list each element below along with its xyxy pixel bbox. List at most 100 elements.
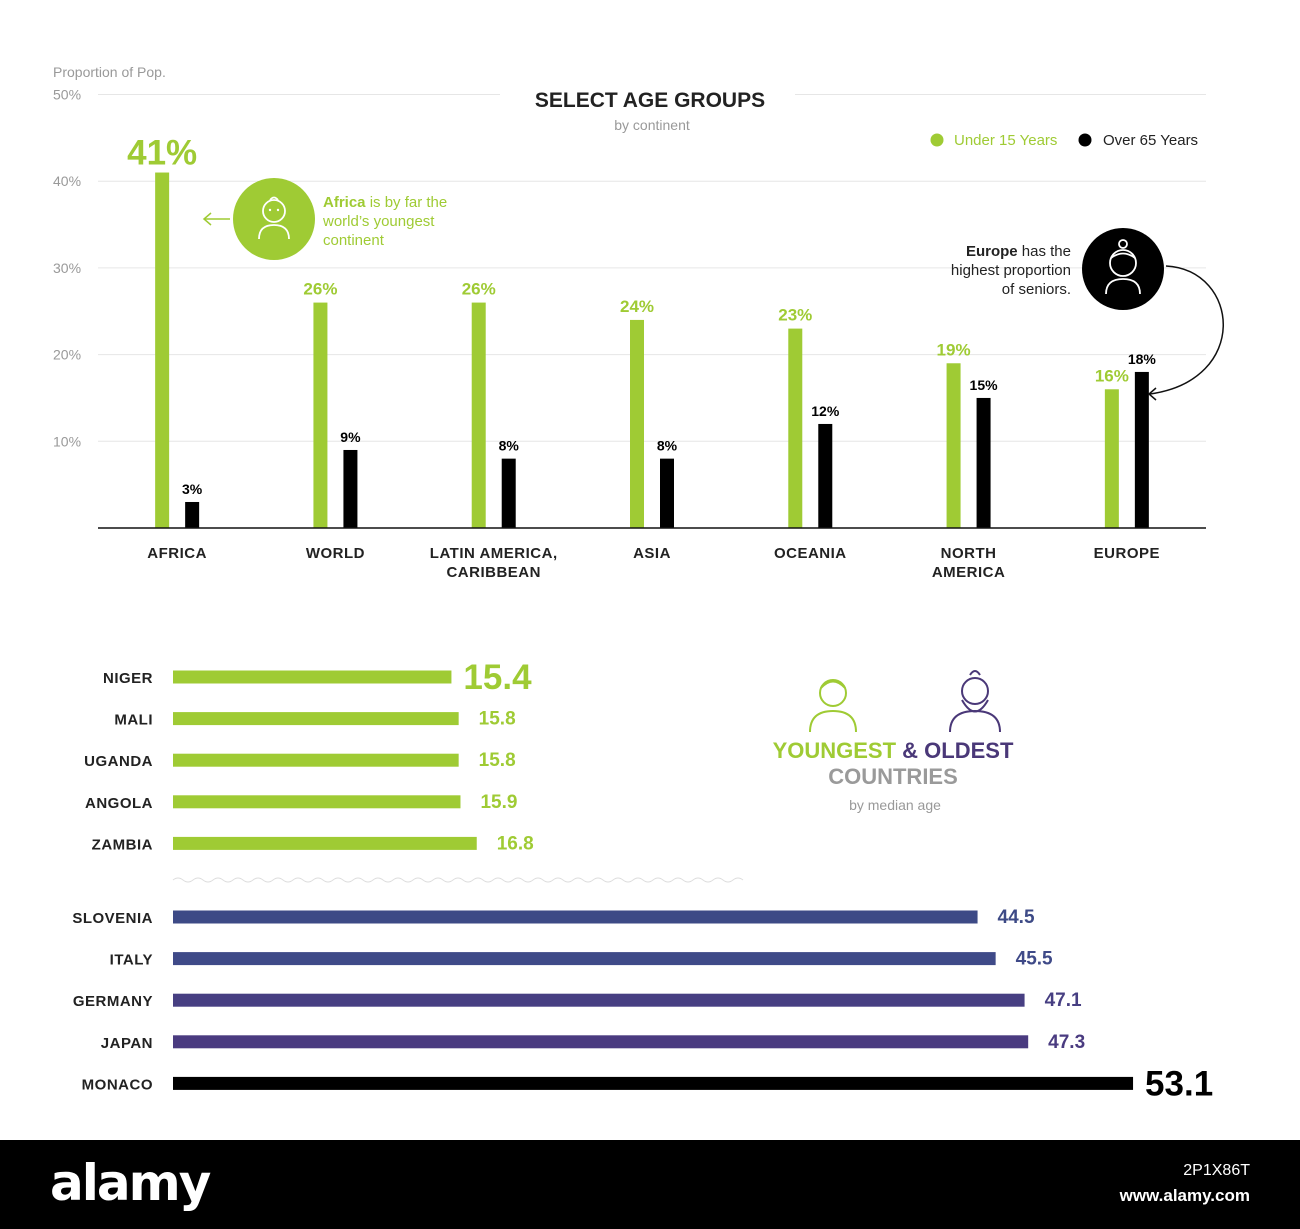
country-label: NIGER: [103, 670, 153, 687]
bar-over-65: [660, 458, 674, 528]
bar-over-65: [185, 501, 200, 528]
value-label: 15.4: [463, 658, 532, 697]
baby-icon: [233, 178, 315, 260]
country-label: MONACO: [82, 1076, 153, 1093]
grandmother-icon: [1082, 228, 1164, 310]
h-bar: [173, 1035, 1029, 1049]
bar-under-15: [155, 172, 170, 528]
y-tick-label: 20%: [53, 347, 81, 363]
annotation-europe-text: Europe has the: [966, 243, 1071, 260]
data-label-under-15: 24%: [620, 297, 654, 316]
h-bar: [173, 993, 1025, 1007]
bar-over-65: [501, 458, 516, 528]
data-label-under-15: 26%: [462, 280, 496, 299]
annotation-europe-text: of seniors.: [1002, 281, 1071, 298]
legend-label-under-15: Under 15 Years: [954, 132, 1057, 149]
image-id: 2P1X86T: [1183, 1162, 1250, 1179]
x-tick-label: OCEANIA: [774, 545, 847, 562]
break-separator: [172, 877, 744, 883]
data-label-over-65: 18%: [1128, 351, 1157, 367]
y-tick-label: 50%: [53, 87, 81, 103]
annotation-africa-text: Africa is by far the: [323, 194, 447, 211]
annotation-europe-text: highest proportion: [951, 262, 1071, 279]
chart2-title-line2: COUNTRIES: [828, 764, 958, 789]
data-label-over-65: 15%: [970, 377, 999, 393]
country-label: MALI: [114, 712, 153, 729]
value-label: 53.1: [1145, 1064, 1213, 1103]
bar-under-15: [788, 328, 803, 528]
y-tick-label: 30%: [53, 260, 81, 276]
h-bar: [173, 1076, 1134, 1090]
bar-over-65: [976, 397, 991, 528]
country-label: GERMANY: [73, 993, 153, 1010]
h-bar: [173, 836, 477, 850]
h-bar: [173, 712, 459, 726]
h-bar: [173, 795, 461, 809]
country-label: ANGOLA: [85, 795, 153, 812]
data-label-over-65: 9%: [340, 429, 361, 445]
value-label: 45.5: [1016, 949, 1053, 970]
annotation-africa-text: world’s youngest: [322, 213, 435, 230]
bar-under-15: [1104, 389, 1119, 528]
footer-bar: alamy 2P1X86T www.alamy.com: [0, 1140, 1300, 1229]
x-tick-label: CARIBBEAN: [446, 564, 541, 581]
y-tick-label: 10%: [53, 433, 81, 449]
x-tick-label: ASIA: [633, 545, 671, 562]
country-label: JAPAN: [101, 1035, 153, 1052]
country-label: ITALY: [110, 952, 153, 969]
value-label: 16.8: [497, 833, 534, 854]
chart2-subtitle: by median age: [849, 797, 941, 813]
x-tick-label: AMERICA: [932, 564, 1006, 581]
data-label-over-65: 8%: [499, 438, 520, 454]
y-axis-label: Proportion of Pop.: [53, 64, 166, 80]
data-label-under-15: 23%: [778, 306, 812, 325]
h-bar: [173, 910, 978, 924]
h-bar: [173, 753, 459, 767]
h-bar: [173, 952, 996, 966]
old-person-icon: [949, 670, 1001, 733]
bar-under-15: [946, 363, 961, 528]
country-label: UGANDA: [84, 753, 153, 770]
x-tick-label: WORLD: [306, 545, 365, 562]
bar-under-15: [471, 302, 486, 528]
bar-under-15: [313, 302, 328, 528]
alamy-logo[interactable]: alamy: [50, 1154, 211, 1212]
annotation-arrowhead: [202, 212, 212, 226]
value-label: 47.3: [1048, 1032, 1085, 1053]
value-label: 15.9: [480, 792, 517, 813]
bar-over-65: [818, 423, 833, 528]
legend-swatch-over-65: [1078, 133, 1092, 147]
infographic-canvas: 50% 40% 30% 20% 10% Proportion of Pop. SELECT …: [53, 64, 1224, 1103]
annotation-africa-text: continent: [323, 232, 385, 249]
x-tick-label: NORTH: [941, 545, 997, 562]
bar-over-65: [1134, 371, 1149, 528]
chart-subtitle: by continent: [614, 117, 690, 133]
legend-label-over-65: Over 65 Years: [1103, 132, 1198, 149]
x-tick-label: LATIN AMERICA,: [430, 545, 558, 562]
value-label: 47.1: [1045, 990, 1082, 1011]
x-tick-label: EUROPE: [1094, 545, 1160, 562]
country-label: ZAMBIA: [92, 836, 153, 853]
country-label: SLOVENIA: [72, 910, 153, 927]
data-label-under-15: 16%: [1095, 366, 1129, 385]
data-label-under-15: 19%: [937, 340, 971, 359]
value-label: 15.8: [479, 750, 516, 771]
bar-under-15: [630, 319, 644, 528]
chart-title: SELECT AGE GROUPS: [535, 89, 765, 112]
annotation-arrowhead: [1147, 387, 1157, 401]
data-label-under-15: 26%: [303, 280, 337, 299]
annotation-arrow: [1149, 265, 1224, 395]
y-tick-label: 40%: [53, 173, 81, 189]
site-url[interactable]: www.alamy.com: [1119, 1186, 1250, 1205]
data-label-over-65: 12%: [811, 403, 840, 419]
young-person-icon: [809, 679, 857, 733]
data-label-over-65: 3%: [182, 481, 203, 497]
bar-over-65: [343, 449, 358, 528]
value-label: 15.8: [479, 709, 516, 730]
data-label-under-15: 41%: [127, 134, 197, 173]
h-bar: [173, 670, 452, 684]
value-label: 44.5: [998, 907, 1035, 928]
legend-swatch-under-15: [930, 133, 944, 147]
x-tick-label: AFRICA: [147, 545, 207, 562]
data-label-over-65: 8%: [657, 438, 678, 454]
